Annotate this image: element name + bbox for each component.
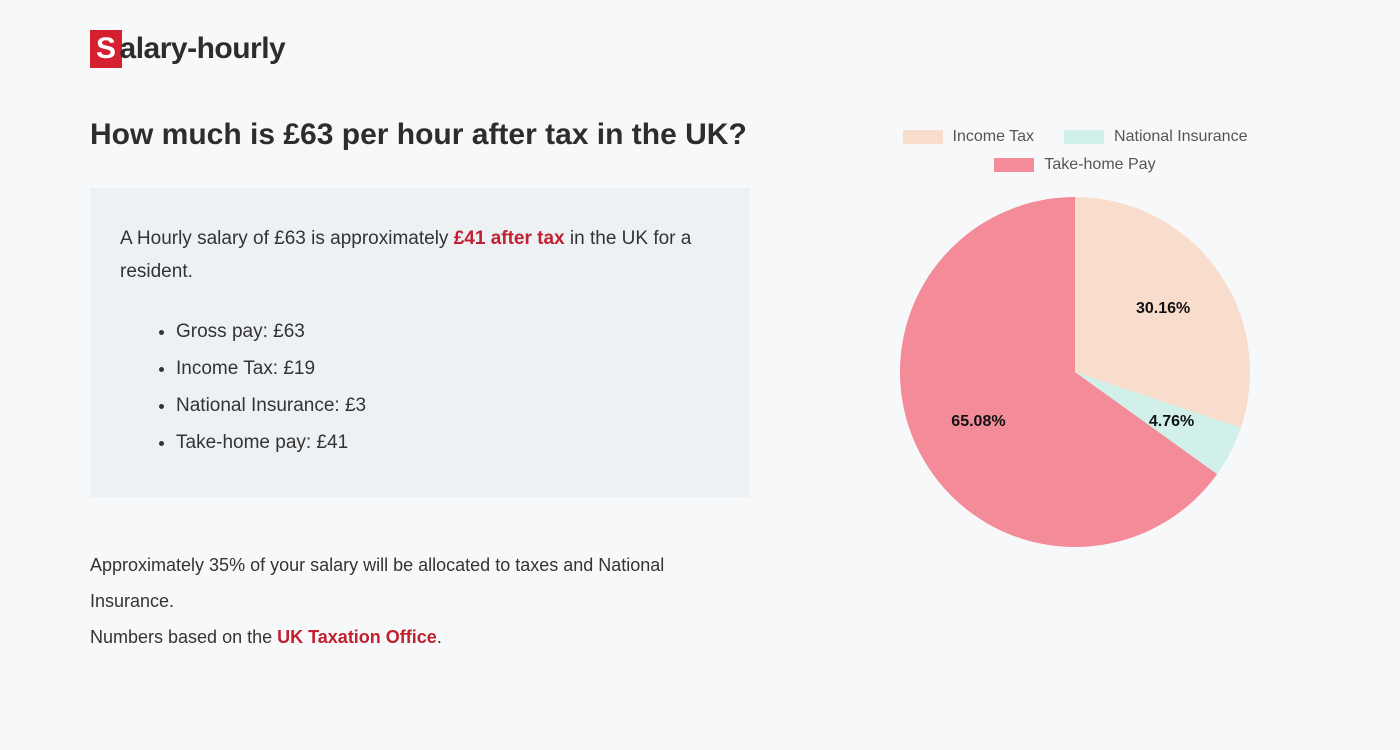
- logo-first-char: S: [90, 30, 122, 68]
- legend-label: National Insurance: [1114, 128, 1247, 146]
- pie-legend: Income Tax National Insurance Take-home …: [840, 128, 1310, 174]
- list-item: Income Tax: £19: [176, 350, 720, 387]
- logo: Salary-hourly: [90, 30, 1310, 68]
- pie-slice-label: 4.76%: [1149, 413, 1194, 431]
- legend-label: Income Tax: [953, 128, 1035, 146]
- footnote-line1: Approximately 35% of your salary will be…: [90, 555, 664, 611]
- pie-chart: 30.16% 4.76% 65.08%: [895, 192, 1255, 552]
- legend-item: Income Tax: [903, 128, 1035, 146]
- list-item: Gross pay: £63: [176, 313, 720, 350]
- summary-lead: A Hourly salary of £63 is approximately …: [120, 222, 720, 289]
- legend-swatch-national-insurance: [1064, 130, 1104, 144]
- pie-slice-label: 30.16%: [1136, 300, 1190, 318]
- footnote-line2-post: .: [437, 627, 442, 647]
- pie-slice-label: 65.08%: [951, 413, 1005, 431]
- legend-swatch-income-tax: [903, 130, 943, 144]
- footnote: Approximately 35% of your salary will be…: [90, 547, 750, 655]
- legend-label: Take-home Pay: [1044, 156, 1155, 174]
- legend-item: Take-home Pay: [994, 156, 1155, 174]
- summary-lead-pre: A Hourly salary of £63 is approximately: [120, 228, 454, 249]
- taxation-office-link[interactable]: UK Taxation Office: [277, 627, 437, 647]
- page-title: How much is £63 per hour after tax in th…: [90, 118, 750, 152]
- pie-svg: [895, 192, 1255, 552]
- logo-rest: alary-hourly: [120, 32, 286, 65]
- summary-list: Gross pay: £63 Income Tax: £19 National …: [176, 313, 720, 461]
- summary-box: A Hourly salary of £63 is approximately …: [90, 188, 750, 497]
- list-item: Take-home pay: £41: [176, 424, 720, 461]
- left-column: How much is £63 per hour after tax in th…: [90, 118, 750, 655]
- legend-item: National Insurance: [1064, 128, 1247, 146]
- legend-swatch-take-home: [994, 158, 1034, 172]
- list-item: National Insurance: £3: [176, 387, 720, 424]
- chart-column: Income Tax National Insurance Take-home …: [840, 118, 1310, 655]
- summary-lead-highlight: £41 after tax: [454, 228, 565, 249]
- footnote-line2-pre: Numbers based on the: [90, 627, 277, 647]
